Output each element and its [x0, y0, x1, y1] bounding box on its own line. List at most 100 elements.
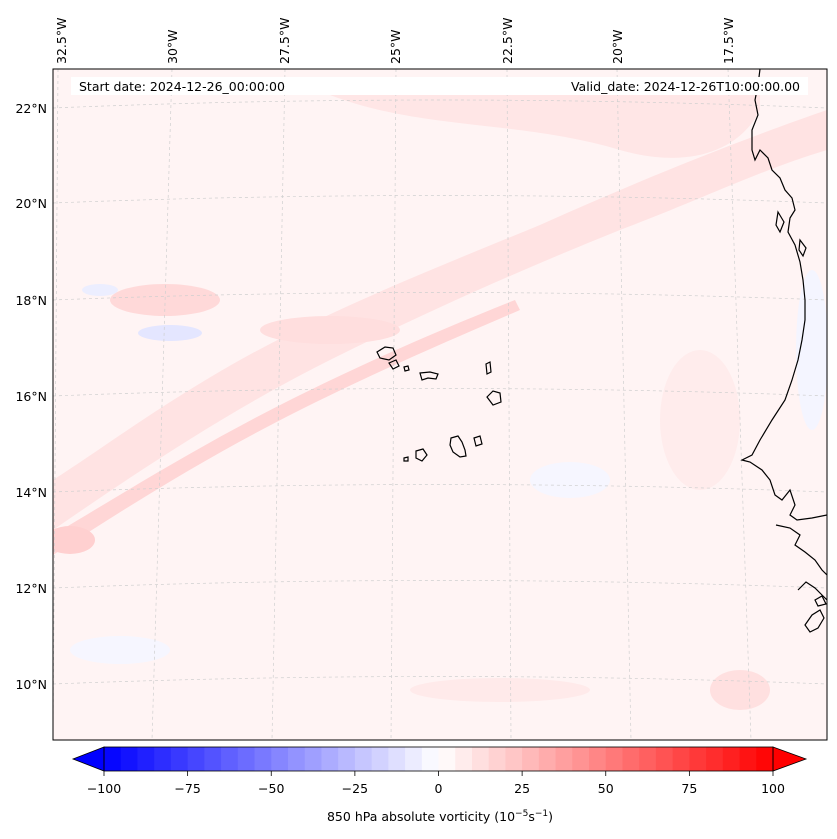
colorbar-tick-label: −100 — [87, 781, 121, 796]
gridlines — [53, 69, 827, 740]
parallel-22n — [53, 99, 827, 109]
negative-vorticity-patch-northwest — [82, 284, 118, 296]
lat-label-12n: 12°N — [15, 581, 47, 596]
island-fogo — [415, 448, 428, 462]
coastal-inlet-1 — [775, 210, 785, 234]
colorbar-label-main: 850 hPa absolute vorticity (10 — [327, 809, 515, 824]
colorbar-segment — [522, 747, 540, 771]
parallel-14n — [53, 484, 827, 493]
colorbar-tick-label: −50 — [258, 781, 284, 796]
colorbar-label-end: ) — [548, 809, 553, 824]
colorbar-label-mid: s — [528, 809, 535, 824]
negative-vorticity-patch-coast — [796, 270, 827, 430]
colorbar-ticks: −100 −75 −50 −25 0 25 50 75 100 — [87, 771, 785, 796]
lon-label-17-5w: 17.5°W — [721, 18, 736, 64]
lat-label-14n: 14°N — [15, 485, 47, 500]
colorbar-segment — [170, 747, 189, 771]
bijagos-islands — [804, 595, 827, 633]
start-date-text: Start date: 2024-12-26_00:00:00 — [79, 79, 285, 94]
colorbar-segment — [455, 747, 473, 771]
parallel-10n — [53, 676, 827, 685]
lat-label-22n: 22°N — [15, 101, 47, 116]
island-santo-antao — [376, 346, 397, 361]
colorbar-tick-label: 50 — [598, 781, 614, 796]
colorbar-segment — [639, 747, 657, 771]
colorbar-segment — [488, 747, 506, 771]
colorbar-segment — [505, 747, 523, 771]
island-sal — [485, 361, 492, 375]
coastal-inlet-2 — [798, 238, 807, 258]
colorbar-extend-max-arrow — [772, 746, 808, 772]
positive-vorticity-band-core — [53, 300, 520, 555]
parallel-16n — [53, 388, 827, 397]
island-santiago — [449, 435, 467, 458]
colorbar-segment — [254, 747, 272, 771]
parallel-20n — [53, 195, 827, 204]
colorbar-segment — [405, 747, 423, 771]
parallel-18n — [53, 292, 827, 301]
lat-label-20n: 20°N — [15, 196, 47, 211]
lon-label-27-5w: 27.5°W — [277, 18, 292, 64]
vorticity-contours — [53, 95, 827, 710]
meridian-30w — [151, 69, 173, 740]
positive-vorticity-patch-south — [410, 678, 590, 702]
island-sao-vicente — [388, 359, 400, 370]
meridian-22-5w — [506, 69, 512, 740]
positive-vorticity-patch-southeast — [710, 670, 770, 710]
negative-vorticity-patch-south — [530, 462, 610, 498]
colorbar-segment — [154, 747, 172, 771]
colorbar-extend-min-arrow — [71, 746, 105, 772]
longitude-labels: 32.5°W 30°W 27.5°W 25°W 22.5°W 20°W 17.5… — [54, 18, 736, 64]
colorbar-segment — [538, 747, 557, 771]
colorbar-segment — [204, 747, 222, 771]
colorbar-segment — [438, 747, 456, 771]
colorbar-segment — [354, 747, 373, 771]
colorbar-segment — [672, 747, 690, 771]
meridian-25w — [390, 69, 397, 740]
colorbar-tick-label: 75 — [681, 781, 697, 796]
colorbar-segment — [371, 747, 389, 771]
positive-vorticity-patch-east — [660, 350, 740, 490]
colorbar-segments — [104, 747, 774, 771]
colorbar-segment — [120, 747, 138, 771]
colorbar-segment — [555, 747, 573, 771]
island-santa-luzia — [403, 365, 410, 372]
colorbar-segment — [756, 747, 774, 771]
colorbar-segment — [388, 747, 406, 771]
date-info-band — [71, 77, 808, 95]
colorbar-segment — [221, 747, 239, 771]
positive-vorticity-patch-center — [260, 316, 400, 344]
meridian-20w — [616, 69, 632, 740]
colorbar-segment — [304, 747, 322, 771]
lon-label-32-5w: 32.5°W — [54, 18, 69, 64]
colorbar-segment — [421, 747, 440, 771]
positive-vorticity-patch-west — [110, 284, 220, 316]
colorbar-segment — [338, 747, 356, 771]
island-boa-vista — [486, 390, 502, 406]
colorbar-segment — [321, 747, 339, 771]
colorbar-label-exp2: −1 — [535, 809, 548, 819]
lon-label-25w: 25°W — [388, 29, 403, 64]
colorbar-segment — [689, 747, 707, 771]
lat-label-10n: 10°N — [15, 677, 47, 692]
lon-label-20w: 20°W — [610, 29, 625, 64]
parallel-12n — [53, 580, 827, 589]
meridian-27-5w — [271, 69, 286, 740]
negative-vorticity-patch-far-south — [70, 636, 170, 664]
colorbar-segment — [187, 747, 205, 771]
map-frame — [52, 68, 828, 741]
latitude-labels: 22°N 20°N 18°N 16°N 14°N 12°N 10°N — [15, 101, 47, 692]
colorbar-segment — [471, 747, 490, 771]
island-maio — [473, 435, 483, 447]
lon-label-30w: 30°W — [165, 29, 180, 64]
colorbar-segment — [137, 747, 155, 771]
colorbar-segment — [237, 747, 256, 771]
colorbar-segment — [706, 747, 724, 771]
map-panel: Start date: 2024-12-26_00:00:00 Valid_da… — [53, 69, 827, 740]
colorbar-tick-label: 25 — [514, 781, 530, 796]
colorbar-label-exp1: −5 — [515, 809, 528, 819]
valid-date-text: Valid_date: 2024-12-26T10:00:00.00 — [571, 79, 800, 94]
colorbar-tick-label: −25 — [342, 781, 368, 796]
colorbar-segment — [271, 747, 289, 771]
